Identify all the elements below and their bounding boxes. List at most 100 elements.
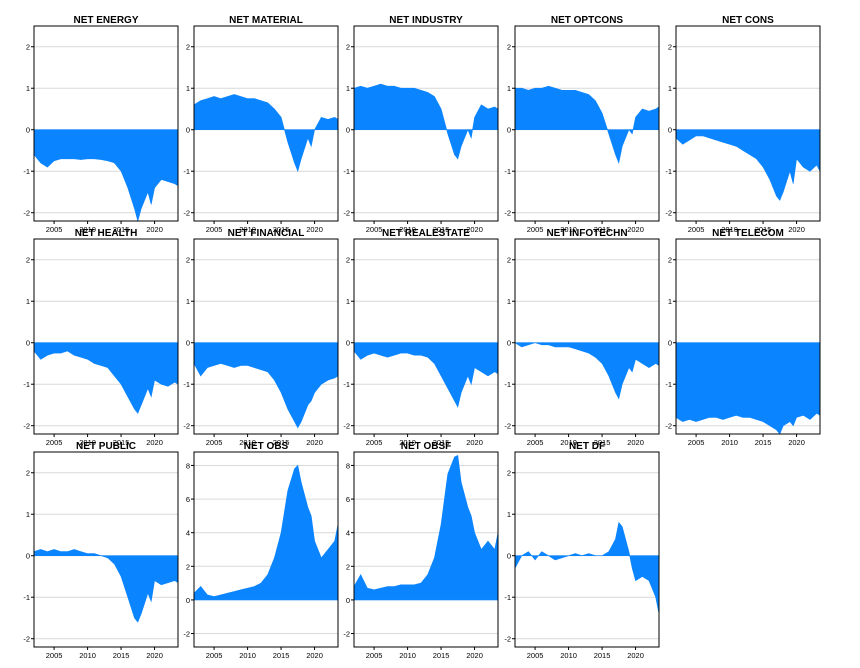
plot-frame (193, 25, 339, 222)
x-tick-label: 2010 (399, 651, 416, 660)
panel-title: NET HEALTH (75, 228, 138, 239)
panel-title: NET INDUSTRY (389, 15, 463, 26)
x-tick-label: 2015 (433, 225, 450, 234)
panel-net-public: NET PUBLIC -2 -1 0 1 2 2005 2010 2015 2020 (23, 441, 179, 660)
y-tick-label: 0 (346, 126, 350, 135)
x-tick-label: 2005 (46, 225, 63, 234)
y-tick-label: -2 (665, 422, 672, 431)
x-tick-label: 2015 (433, 651, 450, 660)
y-tick-label: 2 (346, 256, 350, 265)
x-tick-label: 2010 (239, 438, 256, 447)
y-tick-label: 0 (346, 596, 350, 605)
y-tick-label: -1 (665, 380, 672, 389)
x-tick-label: 2020 (466, 651, 483, 660)
y-tick-label: 0 (186, 339, 190, 348)
y-tick-label: 0 (186, 596, 190, 605)
plot-frame (675, 238, 821, 435)
x-tick-label: 2020 (146, 225, 163, 234)
x-tick-label: 2010 (560, 225, 577, 234)
panel-net-industry: NET INDUSTRY -2 -1 0 1 2 2005 2010 2015 2020 (343, 15, 499, 234)
area-series (675, 129, 821, 201)
plot-frame (33, 451, 179, 648)
x-tick-label: 2010 (560, 438, 577, 447)
y-tick-label: 0 (26, 126, 30, 135)
x-tick-label: 2005 (206, 225, 223, 234)
panel-net-financial: NET FINANCIAL -2 -1 0 1 2 2005 2010 2015 2020 (183, 228, 339, 447)
panel-net-energy: NET ENERGY -2 -1 0 1 2 2005 2010 2015 2020 (23, 15, 179, 234)
y-tick-label: -2 (504, 635, 511, 644)
y-tick-label: -2 (23, 422, 30, 431)
plot-frame (353, 238, 499, 435)
x-tick-label: 2015 (273, 651, 290, 660)
x-tick-label: 2020 (788, 225, 805, 234)
x-tick-label: 2015 (113, 651, 130, 660)
area-series (513, 342, 660, 400)
x-tick-label: 2020 (466, 438, 483, 447)
y-tick-label: -2 (504, 209, 511, 218)
area-series (353, 83, 499, 160)
area-series (33, 549, 179, 623)
y-tick-label: -2 (665, 209, 672, 218)
y-tick-label: 1 (26, 84, 30, 93)
y-tick-label: -1 (23, 593, 30, 602)
plot-frame (353, 451, 499, 648)
y-tick-label: 0 (507, 552, 511, 561)
panel-net-obs: NET OBS -2 0 2 4 6 8 2005 2010 2015 2020 (183, 441, 339, 660)
y-tick-label: -2 (183, 630, 190, 639)
y-tick-label: 1 (668, 297, 672, 306)
plot-frame (675, 25, 821, 222)
y-tick-label: 2 (668, 256, 672, 265)
x-tick-label: 2020 (788, 438, 805, 447)
x-tick-label: 2005 (688, 438, 705, 447)
y-tick-label: 0 (186, 126, 190, 135)
area-series (33, 129, 179, 223)
panel-net-material: NET MATERIAL -2 -1 0 1 2 2005 2010 2015 2020 (183, 15, 339, 234)
y-tick-label: -2 (343, 422, 350, 431)
area-series (514, 521, 660, 614)
x-tick-label: 2015 (594, 651, 611, 660)
y-tick-label: 4 (346, 529, 350, 538)
x-tick-label: 2015 (433, 438, 450, 447)
x-tick-label: 2015 (755, 225, 772, 234)
panel-title: NET INFOTECHN (546, 228, 627, 239)
panel-title: NET ENERGY (73, 15, 138, 26)
x-tick-label: 2010 (560, 651, 577, 660)
plot-frame (33, 238, 179, 435)
y-tick-label: -2 (343, 630, 350, 639)
x-tick-label: 2005 (206, 438, 223, 447)
panel-title: NET FINANCIAL (228, 228, 305, 239)
y-tick-label: 2 (346, 562, 350, 571)
panel-title: NET DF (569, 441, 605, 452)
area-series (193, 464, 339, 601)
area-series (33, 342, 179, 414)
x-tick-label: 2005 (46, 651, 63, 660)
x-tick-label: 2005 (688, 225, 705, 234)
panel-net-telecom: NET TELECOM -2 -1 0 1 2 2005 2010 2015 2020 (665, 228, 821, 447)
x-tick-label: 2020 (306, 651, 323, 660)
plot-frame (33, 25, 179, 222)
x-tick-label: 2010 (239, 225, 256, 234)
y-tick-label: 2 (668, 43, 672, 52)
y-tick-label: 6 (346, 495, 350, 504)
y-tick-label: -2 (183, 422, 190, 431)
panel-net-health: NET HEALTH -2 -1 0 1 2 2005 2010 2015 2020 (23, 228, 179, 447)
y-tick-label: 0 (346, 339, 350, 348)
y-tick-label: 2 (26, 469, 30, 478)
panel-net-df: NET DF -2 -1 0 1 2 2005 2010 2015 2020 (504, 441, 660, 660)
y-tick-label: 1 (26, 510, 30, 519)
y-tick-label: 2 (26, 256, 30, 265)
x-tick-label: 2005 (527, 651, 544, 660)
y-tick-label: 2 (507, 256, 511, 265)
panel-title: NET OBS (244, 441, 289, 452)
x-tick-label: 2015 (273, 225, 290, 234)
x-tick-label: 2010 (79, 438, 96, 447)
x-tick-label: 2020 (306, 225, 323, 234)
y-tick-label: -1 (183, 167, 190, 176)
y-tick-label: 0 (668, 126, 672, 135)
y-tick-label: 1 (507, 84, 511, 93)
plot-frame (514, 451, 660, 648)
y-tick-label: 1 (507, 297, 511, 306)
area-series (675, 342, 821, 435)
y-tick-label: 0 (26, 339, 30, 348)
panel-title: NET PUBLIC (76, 441, 136, 452)
